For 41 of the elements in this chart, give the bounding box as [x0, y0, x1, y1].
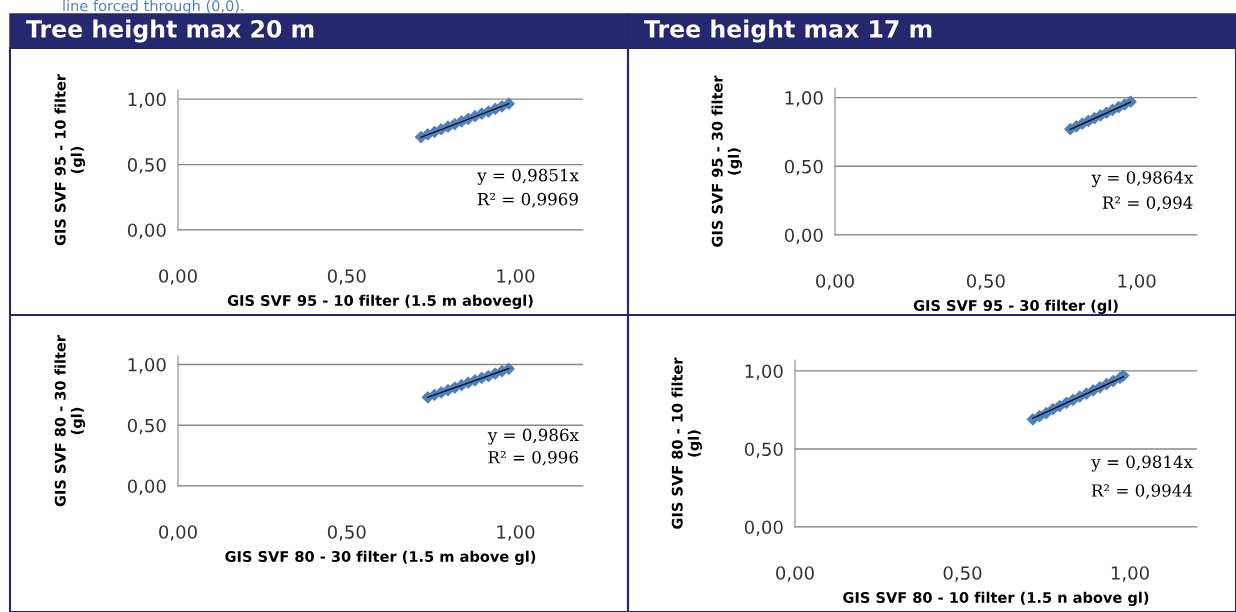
x-axis-title: GIS SVF 80 - 30 filter (1.5 m above gl)	[225, 550, 536, 565]
y-tick-label: 0,00	[127, 479, 166, 495]
text: line forced through (0,0).	[63, 0, 244, 15]
x-tick-label: 0,50	[966, 274, 1005, 290]
x-tick-label: 0,50	[327, 269, 366, 285]
y-tick-label: 0,00	[127, 223, 166, 239]
x-axis-title: GIS SVF 95 - 10 filter (1.5 m abovegl)	[227, 294, 533, 309]
y-tick-label: 0,50	[127, 418, 166, 435]
x-tick-label: 1,00	[1111, 566, 1149, 582]
annotation: R² = 0,9969	[477, 192, 578, 208]
x-axis-title: GIS SVF 80 - 10 filter (1.5 n above gl)	[843, 591, 1149, 606]
annotation: y = 0,986x	[487, 428, 579, 445]
x-tick-label: 0,00	[159, 269, 197, 285]
y-tick-label: 1,00	[128, 92, 166, 109]
y-tick-label: 0,50	[784, 159, 823, 176]
x-tick-label: 0,50	[327, 525, 366, 541]
x-tick-label: 0,00	[816, 274, 854, 290]
y-axis-title: GIS SVF 95 - 10 filter (gl)	[54, 74, 86, 246]
y-axis-title: GIS SVF 80 - 30 filter (gl)	[54, 335, 86, 507]
y-tick-label: 1,00	[785, 91, 823, 107]
x-tick-label: 1,00	[497, 269, 535, 285]
y-tick-label: 1,00	[128, 357, 166, 374]
y-tick-label: 0,50	[744, 442, 783, 458]
annotation: R² = 0,996	[488, 450, 578, 466]
x-tick-label: 1,00	[1118, 274, 1156, 290]
y-axis-title: GIS SVF 95 - 30 filter (gl)	[711, 75, 743, 247]
annotation: R² = 0,994	[1102, 196, 1193, 211]
annotation: y = 0,9851x	[477, 168, 579, 185]
x-tick-label: 1,00	[497, 525, 535, 541]
chart-title: Tree height max 17 m	[644, 19, 932, 43]
y-tick-label: 0,50	[127, 158, 166, 174]
x-tick-label: 0,00	[159, 525, 197, 541]
x-tick-label: 0,50	[943, 566, 982, 582]
annotation: y = 0,9814x	[1091, 455, 1193, 472]
y-tick-label: 1,00	[745, 364, 783, 380]
annotation: R² = 0,9944	[1091, 484, 1193, 499]
chart-title: Tree height max 20 m	[26, 19, 314, 43]
x-axis-title: GIS SVF 95 - 30 filter (gl)	[913, 299, 1118, 314]
y-axis-title: GIS SVF 80 - 10 filter (gl)	[671, 357, 703, 529]
y-tick-label: 0,00	[784, 228, 823, 244]
annotation: y = 0,9864x	[1091, 171, 1194, 188]
